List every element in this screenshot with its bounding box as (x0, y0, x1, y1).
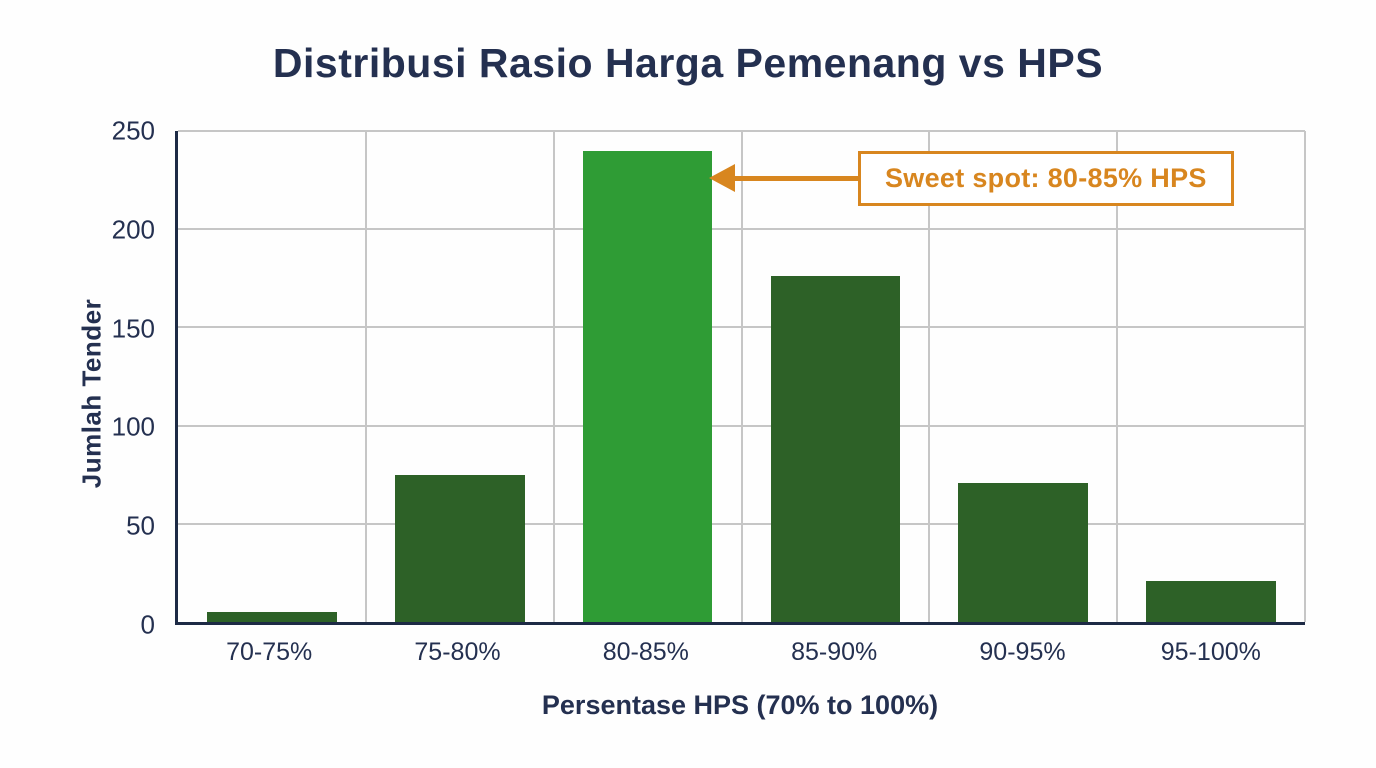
bar-70-75% (207, 612, 337, 622)
bar-75-80% (394, 474, 525, 622)
x-tick-label: 80-85% (602, 638, 689, 666)
chart-title: Distribusi Rasio Harga Pemenang vs HPS (272, 40, 1104, 86)
x-tick-label: 85-90% (791, 638, 878, 666)
gridline-vertical (552, 131, 555, 622)
y-tick-label: 50 (126, 510, 155, 541)
y-tick-label: 200 (111, 214, 155, 245)
y-tick-label: 150 (111, 313, 155, 344)
x-axis-ticks: 70-75% 75-80% 80-85% 85-90% 90-95% 95-100% (175, 638, 1305, 672)
annotation-arrow-line (731, 176, 858, 181)
annotation-callout: Sweet spot: 80-85% HPS (858, 151, 1234, 206)
bar-95-100% (1146, 580, 1276, 622)
x-tick-label: 95-100% (1160, 638, 1261, 666)
plot-area (175, 130, 1306, 625)
gridline-vertical (928, 131, 931, 622)
gridline-vertical (740, 131, 743, 622)
annotation-arrow-head-icon (709, 164, 735, 192)
gridline-vertical (364, 131, 367, 622)
y-axis-ticks: 0 50 100 150 200 250 (75, 116, 165, 640)
bar-90-95% (958, 482, 1089, 622)
bar-80-85% (582, 150, 713, 622)
y-tick-label: 250 (111, 115, 155, 146)
x-tick-label: 75-80% (414, 638, 501, 666)
bar-85-90% (770, 276, 901, 622)
gridline-vertical (1116, 131, 1119, 622)
y-tick-label: 100 (111, 411, 155, 442)
y-tick-label: 0 (140, 609, 155, 640)
x-axis-label: Persentase HPS (70% to 100%) (541, 690, 939, 720)
gridline-vertical (1304, 131, 1306, 622)
x-tick-label: 90-95% (979, 638, 1066, 666)
x-tick-label: 70-75% (226, 638, 313, 666)
